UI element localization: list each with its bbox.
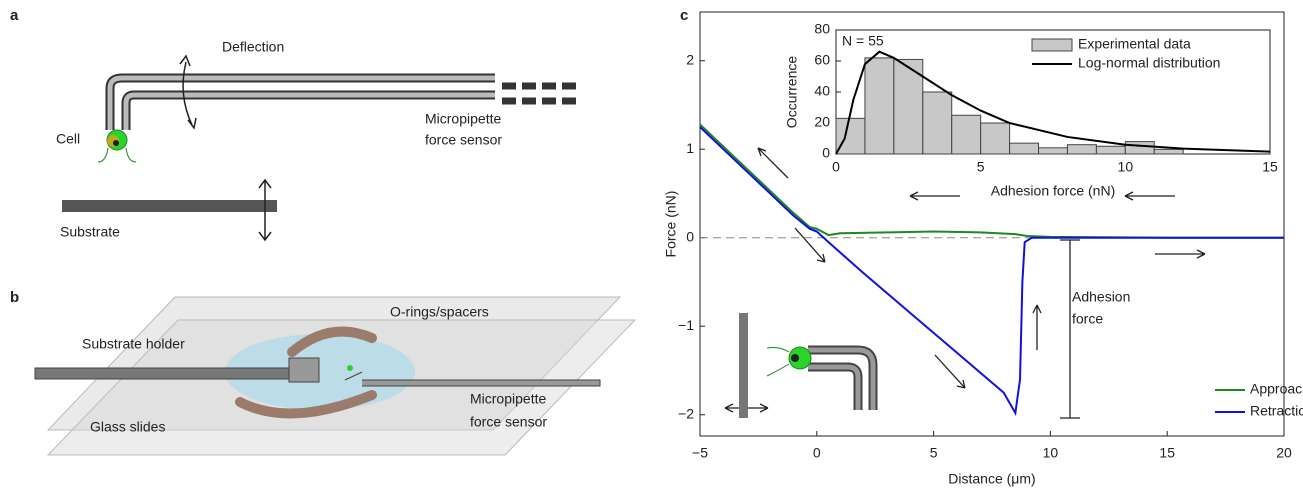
pipette-outer-fill [107,75,495,130]
hist-bar [951,114,982,155]
hist-bar [1038,147,1068,155]
hist-bar [1153,148,1184,155]
y-tick-label: 60 [814,52,830,68]
cell [788,346,812,370]
legend-label: Experimental data [1078,36,1191,52]
label: O-rings/spacers [390,304,489,320]
hist-bar [1009,142,1040,155]
pipette-fill [808,364,861,410]
panel-label: b [10,289,19,306]
label: Substrate holder [82,336,185,352]
x-axis-label: Distance (μm) [948,471,1035,487]
label: force sensor [425,132,502,148]
panel-a: a Deflection Cell Micropipette force sen… [10,7,580,242]
y-tick-label: 0 [822,145,830,161]
panel-b: b O-rings/spacers Substrate holder Glass… [10,289,637,456]
o-ring [235,390,377,419]
liquid [225,334,415,410]
pipette-inner-fill [123,92,495,130]
direction-arrows [724,147,1206,419]
x-tick-label: 20 [1276,445,1292,461]
o-ring [287,326,377,357]
cell [347,365,353,371]
deflection-arrow [182,61,193,126]
panel-c: c [680,7,1206,419]
y-axis-label: Occurrence [784,56,800,129]
label: Cell [56,131,80,147]
hist-bar [1066,144,1097,155]
y-tick-label: 40 [814,83,830,99]
substrate-holder [34,367,296,380]
holder-block [288,357,320,383]
hist-bar [893,58,924,155]
hist-bar [980,122,1011,155]
annotation: N = 55 [842,33,884,49]
annotation: force [1072,311,1103,327]
series-line [699,126,1284,417]
x-tick-label: 10 [1043,445,1059,461]
label: Substrate [60,224,120,240]
hist-bar [1095,145,1126,155]
annotation: Adhesion [1072,289,1130,305]
nucleus [791,354,799,362]
y-tick-label: 0 [686,228,694,244]
y-tick-label: −1 [678,317,694,333]
nucleus [113,140,119,146]
x-tick-label: 15 [1262,159,1278,175]
substrate [62,200,277,212]
substrate [739,313,748,418]
y-tick-label: 80 [814,21,830,37]
label: Deflection [222,39,284,55]
panel-label: c [680,7,688,24]
pipette [808,345,878,410]
x-tick-label: 10 [1118,159,1134,175]
label: Micropipette [425,111,501,127]
flagella [766,347,790,377]
x-tick-label: 0 [832,159,840,175]
substrate-arrow [258,178,272,242]
y-tick-label: 20 [814,114,830,130]
pipette-fill [808,347,876,410]
label: Glass slides [90,419,165,435]
legend-swatch [1031,38,1073,52]
x-tick-label: 5 [930,445,938,461]
label: Micropipette [470,391,546,407]
y-tick-label: −2 [678,405,694,421]
arrow-heads [179,54,197,130]
legend-label: Retraction [1250,403,1303,419]
pipette [808,362,863,410]
panel-label: a [10,7,19,24]
x-axis-label: Adhesion force (nN) [991,183,1116,199]
flagella [97,147,137,163]
x-tick-label: 0 [813,445,821,461]
x-tick-label: −5 [692,445,708,461]
label: force sensor [470,414,547,430]
y-axis-label: Force (nN) [663,191,679,258]
series-line [699,123,1284,239]
y-tick-label: 2 [686,51,694,67]
pipette-dashes [502,82,580,105]
x-tick-label: 15 [1159,445,1175,461]
hist-bar [835,117,866,155]
y-tick-label: 1 [686,140,694,156]
legend-label: Approach [1250,381,1303,397]
fit-line [835,50,1271,155]
hist-bar [922,91,953,155]
x-tick-label: 5 [977,159,985,175]
axes-frame [699,11,1285,437]
micropipette [344,371,601,387]
legend-label: Log-normal distribution [1078,55,1220,71]
hist-bar [864,57,895,155]
hist-bar [1124,141,1155,155]
